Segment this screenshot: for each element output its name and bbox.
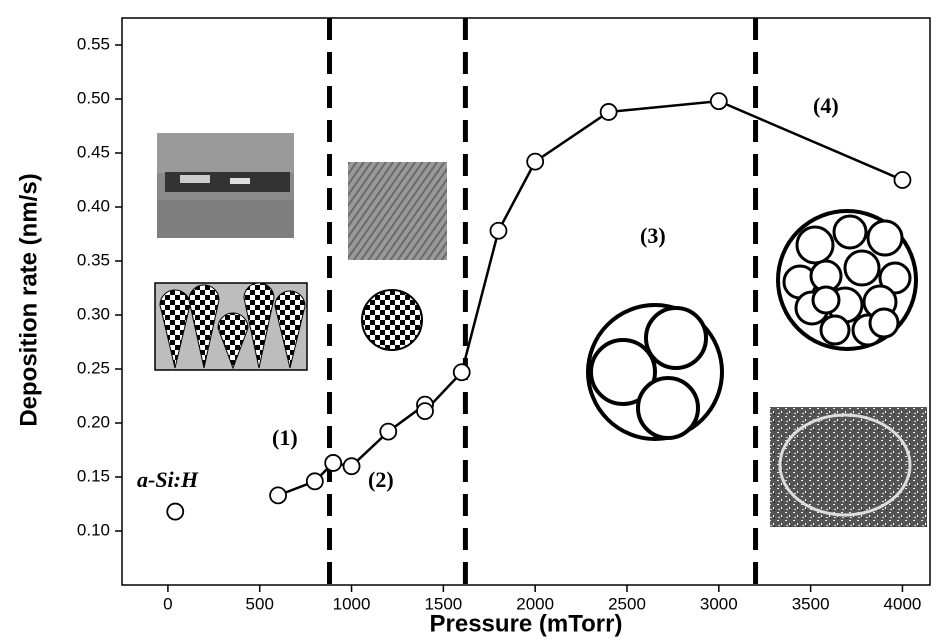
data-point	[599, 103, 618, 121]
data-point	[489, 221, 508, 240]
y-tick-label: 0.10	[77, 520, 110, 539]
x-tick-label: 1000	[333, 594, 371, 613]
data-point	[416, 402, 434, 421]
y-axis-title: Deposition rate (nm/s)	[15, 173, 42, 426]
y-tick-label: 0.45	[77, 142, 110, 161]
y-tick-label: 0.55	[77, 34, 110, 53]
annotation: (4)	[813, 93, 839, 118]
annotation: a-Si:H	[137, 467, 199, 492]
plot-frame	[121, 17, 931, 586]
data-point	[526, 152, 545, 171]
x-tick-label: 4000	[884, 594, 922, 613]
data-point	[893, 171, 912, 189]
x-tick-label: 2000	[516, 594, 554, 613]
x-tick-label: 2500	[608, 594, 646, 613]
y-tick-label: 0.35	[77, 250, 110, 269]
data-point	[709, 92, 728, 111]
x-tick-label: 500	[246, 594, 274, 613]
annotation: (2)	[368, 467, 394, 492]
data-point	[452, 363, 471, 382]
y-tick-label: 0.20	[77, 412, 110, 431]
y-tick-label: 0.30	[77, 304, 110, 323]
y-tick-label: 0.15	[77, 466, 110, 485]
y-tick-label: 0.25	[77, 358, 110, 377]
data-point	[324, 454, 343, 472]
x-axis-title: Pressure (mTorr)	[430, 610, 623, 637]
data-point	[305, 472, 324, 491]
y-tick-label: 0.50	[77, 88, 110, 107]
x-tick-label: 1500	[424, 594, 462, 613]
annotation: (3)	[640, 223, 666, 248]
data-point	[269, 486, 287, 505]
data-point	[166, 502, 185, 521]
annotation: (1)	[272, 425, 298, 450]
x-tick-label: 3500	[792, 594, 830, 613]
x-tick-label: 3000	[700, 594, 738, 613]
insets	[154, 133, 927, 527]
y-tick-label: 0.40	[77, 196, 110, 215]
x-tick-label: 0	[163, 594, 172, 613]
data-point	[342, 457, 361, 476]
data-point	[379, 422, 398, 441]
